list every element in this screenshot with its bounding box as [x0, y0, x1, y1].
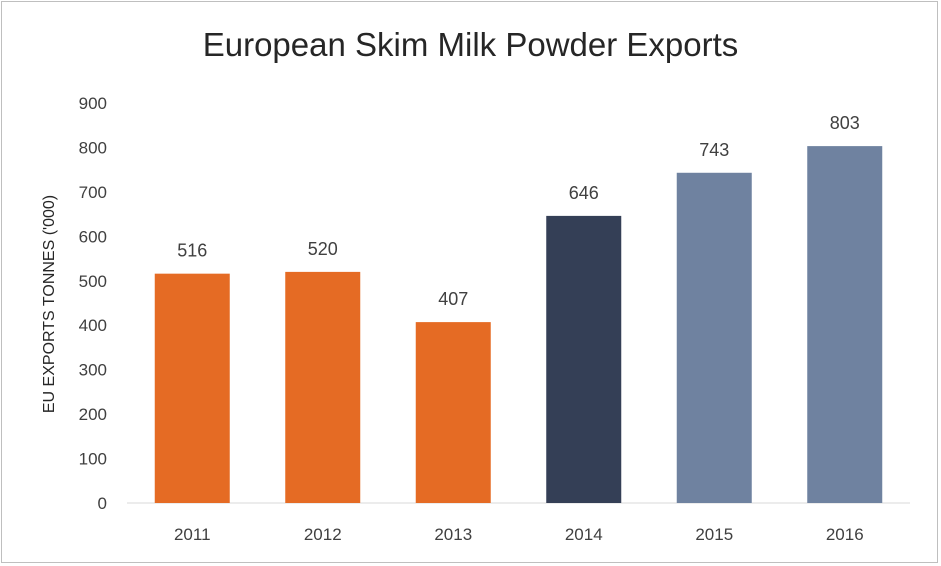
bars	[154, 146, 883, 503]
bar-2012	[285, 271, 361, 503]
data-label: 743	[699, 140, 729, 160]
bar-2014	[546, 215, 622, 503]
bar-2016	[807, 146, 883, 503]
x-axis-ticks: 2011 2012 2013 2014 2015 2016	[174, 525, 864, 544]
y-axis-label: EU EXPORTS TONNES ('000)	[41, 195, 58, 413]
y-tick-label: 100	[79, 450, 107, 469]
y-axis-ticks: 0 100 200 300 400 500 600 700 800 900	[79, 94, 107, 513]
bar-2013	[415, 322, 491, 503]
data-label: 803	[830, 113, 860, 133]
y-tick-label: 200	[79, 405, 107, 424]
x-tick-label: 2016	[826, 525, 864, 544]
y-tick-label: 700	[79, 183, 107, 202]
x-tick-label: 2012	[304, 525, 342, 544]
bar-2015	[676, 172, 752, 503]
y-tick-label: 0	[98, 494, 107, 513]
chart-title: European Skim Milk Powder Exports	[202, 26, 739, 63]
data-label: 516	[177, 241, 207, 261]
x-tick-label: 2015	[695, 525, 733, 544]
data-label: 646	[569, 183, 599, 203]
y-tick-label: 600	[79, 227, 107, 246]
x-tick-label: 2013	[434, 525, 472, 544]
x-tick-label: 2011	[174, 525, 211, 544]
y-tick-label: 300	[79, 361, 107, 380]
data-label: 520	[308, 239, 338, 259]
bar-2011	[154, 273, 230, 503]
data-label: 407	[438, 289, 468, 309]
y-tick-label: 400	[79, 316, 107, 335]
x-tick-label: 2014	[565, 525, 603, 544]
y-tick-label: 900	[79, 94, 107, 113]
y-tick-label: 500	[79, 272, 107, 291]
y-tick-label: 800	[79, 138, 107, 157]
data-labels: 516 520 407 646 743 803	[177, 113, 860, 309]
